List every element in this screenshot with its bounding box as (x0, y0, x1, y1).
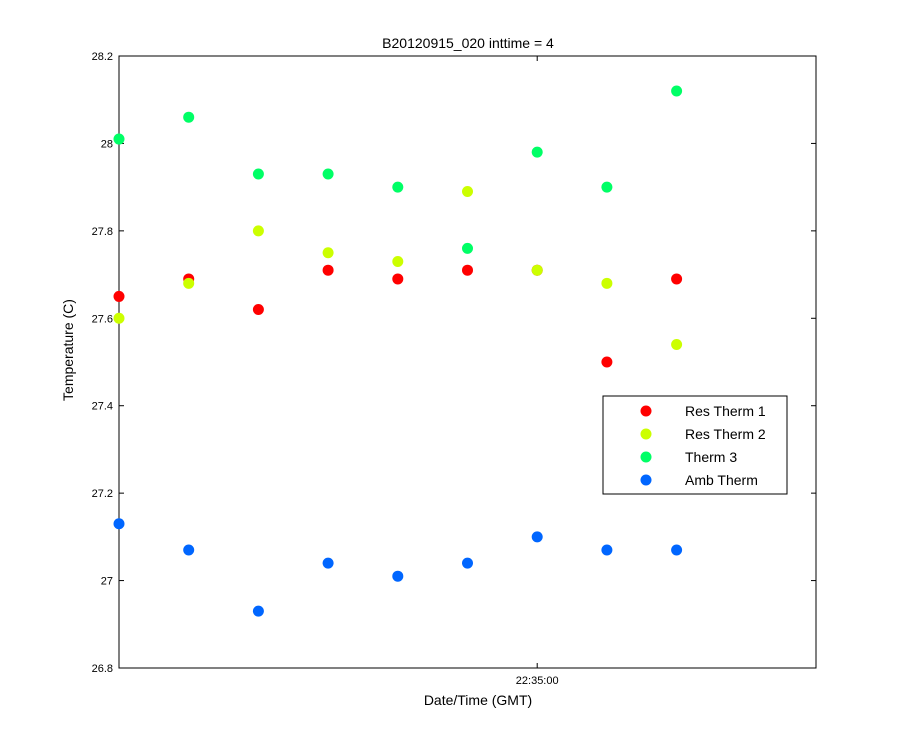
y-tick-label: 27.4 (92, 401, 113, 413)
data-point-res-therm-1 (671, 273, 683, 285)
y-tick-label: 27.6 (92, 313, 113, 325)
data-point-amb-therm (671, 544, 683, 556)
data-points (113, 85, 683, 617)
data-point-res-therm-1 (462, 264, 473, 276)
data-point-therm-3 (671, 85, 683, 97)
data-point-therm-3 (322, 168, 334, 180)
x-axis-ticks: 22:35:00 (516, 56, 559, 687)
data-point-res-therm-2 (392, 255, 404, 267)
legend-label: Res Therm 1 (685, 403, 766, 419)
data-point-res-therm-1 (392, 273, 404, 285)
y-tick-label: 28.2 (92, 51, 113, 63)
data-point-res-therm-2 (322, 247, 334, 259)
legend-box (602, 395, 788, 495)
data-point-res-therm-2 (671, 339, 683, 351)
legend-marker (640, 428, 652, 440)
data-point-res-therm-2 (462, 186, 473, 198)
legend-marker (640, 474, 652, 486)
data-point-amb-therm (392, 570, 404, 582)
data-point-res-therm-2 (601, 277, 613, 289)
data-point-res-therm-1 (601, 356, 613, 368)
data-point-res-therm-1 (113, 290, 125, 302)
y-axis-ticks: 26.8 27 27.2 27.4 27.6 27.8 28 28.2 (92, 51, 816, 675)
data-point-therm-3 (252, 168, 264, 180)
data-point-therm-3 (531, 146, 543, 158)
legend-label: Amb Therm (685, 472, 758, 488)
data-point-res-therm-1 (322, 264, 334, 276)
data-point-therm-3 (113, 133, 125, 145)
plot-area (118, 55, 817, 669)
data-point-amb-therm (531, 531, 543, 543)
data-point-amb-therm (322, 557, 334, 569)
y-axis-title: Temperature (C) (60, 299, 76, 401)
legend-label: Res Therm 2 (685, 426, 766, 442)
data-point-res-therm-1 (252, 304, 264, 316)
data-point-amb-therm (252, 605, 264, 617)
y-tick-label: 28 (101, 138, 113, 150)
y-tick-label: 27.2 (92, 488, 113, 500)
chart-title: B20120915_020 inttime = 4 (382, 35, 554, 51)
y-tick-label: 27 (101, 576, 113, 588)
data-point-therm-3 (183, 111, 195, 123)
data-point-res-therm-2 (531, 264, 543, 276)
data-point-therm-3 (601, 181, 613, 193)
data-point-amb-therm (183, 544, 195, 556)
legend-label: Therm 3 (685, 449, 737, 465)
data-point-therm-3 (462, 242, 473, 254)
x-axis-title: Date/Time (GMT) (424, 692, 532, 708)
data-point-amb-therm (113, 518, 125, 530)
x-tick-label: 22:35:00 (516, 675, 559, 687)
data-point-res-therm-2 (183, 277, 195, 289)
data-point-therm-3 (392, 181, 404, 193)
legend: Res Therm 1 Res Therm 2 Therm 3 Amb Therm (602, 395, 788, 495)
data-point-amb-therm (601, 544, 613, 556)
data-point-res-therm-2 (252, 225, 264, 237)
y-tick-label: 27.8 (92, 226, 113, 238)
legend-marker (640, 451, 652, 463)
data-point-amb-therm (462, 557, 473, 569)
legend-marker (640, 405, 652, 417)
data-point-res-therm-2 (113, 312, 125, 324)
y-tick-label: 26.8 (92, 663, 113, 675)
